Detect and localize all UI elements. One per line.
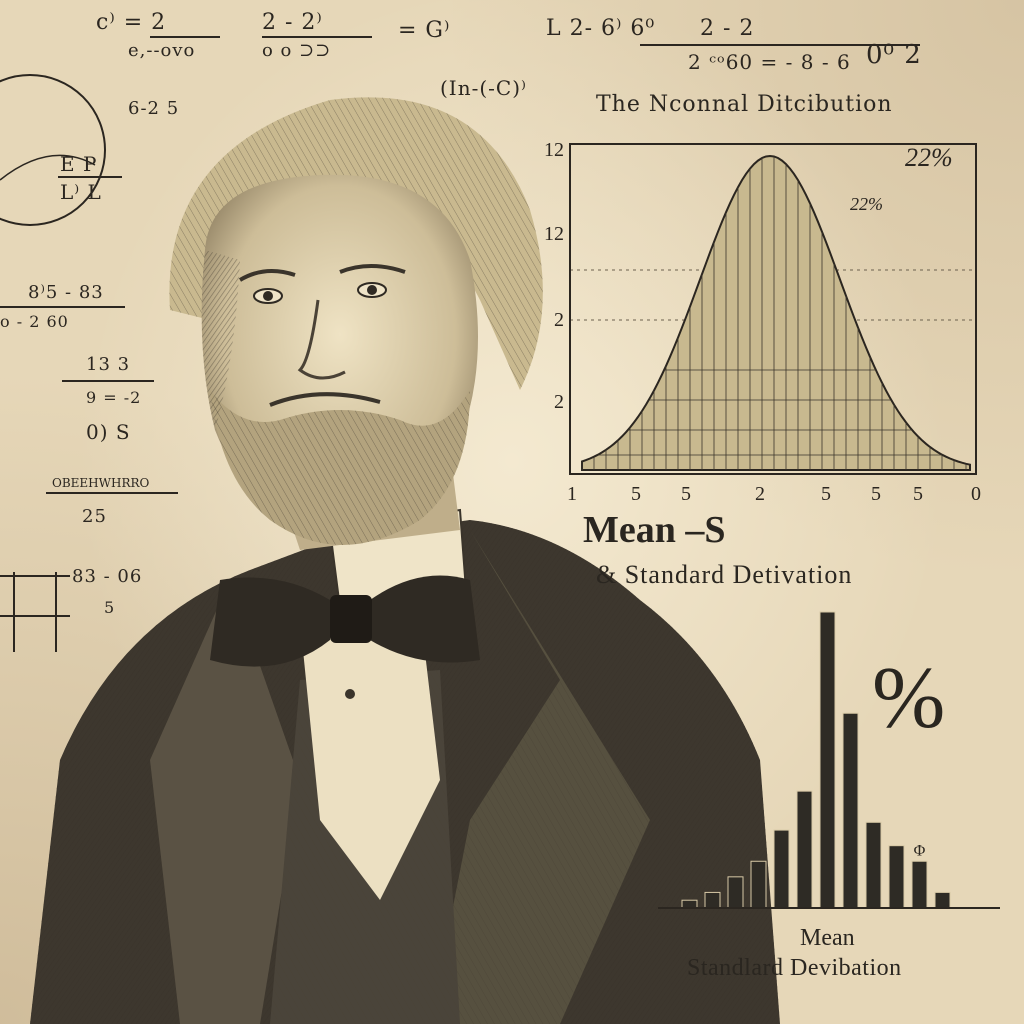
formula-scribble: e,--ovo [128,40,196,61]
histogram-bar [911,860,928,909]
fraction-line [62,380,154,382]
percent-symbol: % [872,650,946,747]
y-tick-label: 2 [554,309,564,331]
histogram-chart: Φ [658,611,1000,909]
formula-scribble: 0) S [86,420,131,444]
annotations: 22% 22% [850,143,953,214]
legend-mean: Mean –S [583,509,726,551]
histogram-bar [888,845,905,909]
formula-scribble: L 2- 6⁾ 6⁰ [546,16,656,41]
histogram-bar [865,821,882,909]
bar-annotation: Φ [914,842,926,859]
formula-scribble: 83 - 06 [72,566,143,587]
histogram-bar [681,899,698,909]
formula-scribble: 6-2 5 [128,98,180,119]
y-tick-labels: 12 12 2 2 [544,139,564,413]
formula-scribble: 0⁰ 2 [866,40,922,70]
percent-annotation: 22% [905,143,953,172]
fraction-line [150,36,220,38]
histogram-bar [727,876,744,909]
fraction-line [262,36,372,38]
histogram-bars [681,611,951,909]
legend-standard-deviation: & Standard Detivation [596,560,853,589]
chart-title: The Nconnal Ditcibution [596,92,893,117]
formula-scribble: (In-(-C)⁾ [440,76,527,100]
x-tick-label: 5 [681,483,691,505]
y-tick-label: 2 [554,391,564,413]
x-tick-labels: 1 5 5 2 5 5 5 0 [567,483,981,505]
y-tick-label: 12 [544,223,564,245]
x-tick-label: 5 [913,483,923,505]
x-tick-label: 5 [631,483,641,505]
formula-scribble: 2 - 2 [700,16,755,41]
engraved-portrait [30,97,780,1024]
percent-annotation: 22% [850,194,883,214]
x-tick-label: 0 [971,483,981,505]
histogram-bar [796,790,813,909]
fraction-line [640,44,920,46]
formula-scribble: L⁾ L [60,180,102,204]
formula-scribble: 2 ᶜᵒ60 = - 8 - 6 [688,50,851,74]
bell-curve-meridians [581,156,967,470]
histogram-bar [819,611,836,909]
caption-mean: Mean [800,925,855,951]
bell-curve-chart: 12 12 2 2 1 5 5 2 5 5 5 0 22% 22% [544,139,981,505]
formula-scribble: 2 - 2⁾ [262,10,323,35]
bar-annotation-label: Φ [914,842,926,859]
x-tick-label: 5 [821,483,831,505]
fraction-line [58,176,122,178]
formula-scribble: 25 [82,506,107,527]
formula-scribble: 13 3 [86,354,131,375]
formula-scribble: 9 = -2 [86,388,142,407]
plot-frame [569,143,977,475]
y-tick-label: 12 [544,139,564,161]
formula-scribble: 8⁾5 - 83 [28,282,104,303]
geometry-circle-sketch [0,74,106,226]
formula-scribble: OBEEHWHRRO [52,476,150,490]
histogram-bar [773,829,790,909]
formula-scribble: o - 2 60 [0,312,69,331]
x-tick-label: 5 [871,483,881,505]
formula-scribble: 5 [104,598,116,617]
histogram-bar [934,891,951,909]
histogram-bar [704,891,721,909]
caption-standard-deviation: Standlard Devibation [687,955,902,981]
histogram-bar [842,712,859,909]
x-tick-label: 1 [567,483,577,505]
bell-curve-fill [581,154,971,471]
formula-scribble: = G⁾ [398,18,451,43]
fraction-line [0,306,125,308]
grid-sketch [0,572,70,652]
formula-scribble: E P [60,152,98,176]
x-tick-label: 2 [755,483,765,505]
fraction-line [46,492,178,494]
histogram-bar [750,860,767,909]
formula-scribble: c⁾ = 2 [96,10,167,35]
formula-scribble: o o ⊃⊃ [262,40,332,61]
